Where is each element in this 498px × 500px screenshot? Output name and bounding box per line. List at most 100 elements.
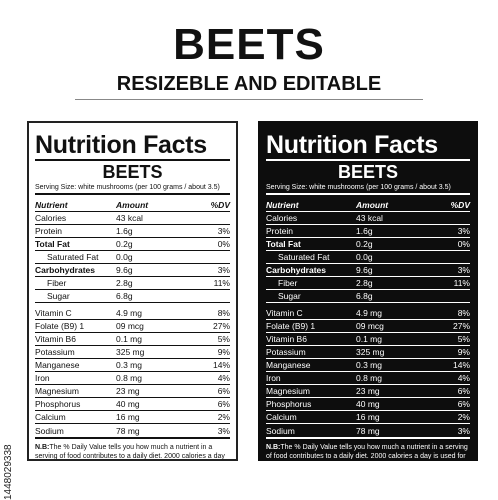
nutrient-amount: 6.8g [356, 291, 373, 301]
nutrient-table: Calories 43 kcal Protein 1.6g 3% Total Fat 0.2… [266, 212, 470, 437]
nutrient-row: Phosphorus 40 mg 6% [35, 398, 230, 411]
serving-size: Serving Size: white mushrooms (per 100 g… [35, 184, 220, 191]
header-rule [266, 211, 470, 212]
nutrient-row: Carbohydrates 9.6g 3% [35, 264, 230, 277]
nutrient-name: Calcium [35, 412, 66, 422]
column-header-nutrient: Nutrient [266, 199, 299, 210]
nutrition-label-light: Nutrition Facts BEETS Serving Size: whit… [27, 121, 238, 461]
nutrient-row: Potassium 325 mg 9% [266, 346, 470, 359]
note-text: The % Daily Value tells you how much a n… [35, 444, 225, 460]
nutrient-row: Folate (B9) 1 09 mcg 27% [35, 320, 230, 333]
nutrient-dv: 3% [217, 226, 230, 236]
nutrient-dv: 2% [217, 412, 230, 422]
nutrient-row: Iron 0.8 mg 4% [266, 372, 470, 385]
page-title: BEETS [173, 20, 325, 69]
nutrient-amount: 0.1 mg [356, 334, 382, 344]
nutrient-dv: 3% [457, 425, 470, 436]
nutrient-amount: 09 mcg [116, 321, 144, 331]
nutrient-dv: 0% [217, 239, 230, 249]
note-text: The % Daily Value tells you how much a n… [266, 444, 468, 460]
nutrient-name: Carbohydrates [266, 265, 326, 275]
label-heading: Nutrition Facts [35, 131, 207, 159]
stock-image-id: 1448029338 [3, 444, 14, 500]
nutrient-name: Folate (B9) 1 [266, 321, 316, 331]
nutrient-amount: 43 kcal [116, 213, 143, 223]
column-header-nutrient: Nutrient [35, 199, 68, 210]
nutrient-dv: 3% [217, 265, 230, 275]
nutrient-name: Magnesium [35, 386, 79, 396]
nutrient-row: Phosphorus 40 mg 6% [266, 398, 470, 411]
serving-rule [35, 193, 230, 195]
nutrient-dv: 6% [457, 399, 470, 409]
nutrient-name: Potassium [266, 347, 306, 357]
nutrient-row: Vitamin B6 0.1 mg 5% [266, 333, 470, 346]
nutrient-dv: 3% [457, 265, 470, 275]
nutrient-amount: 0.8 mg [116, 373, 142, 383]
nutrient-name: Folate (B9) 1 [35, 321, 85, 331]
nutrient-amount: 9.6g [116, 265, 133, 275]
nutrient-amount: 16 mg [356, 412, 380, 422]
nutrient-dv: 14% [212, 360, 230, 370]
nutrient-dv: 27% [452, 321, 470, 331]
nutrient-amount: 4.9 mg [116, 308, 142, 318]
nutrient-row: Total Fat 0.2g 0% [35, 238, 230, 251]
nutrient-name: Calories [35, 213, 67, 223]
column-header-dv: %DV [210, 199, 230, 210]
nutrient-row: Saturated Fat 0.0g [35, 251, 230, 264]
nutrient-dv: 27% [212, 321, 230, 331]
nutrient-dv: 14% [452, 360, 470, 370]
nutrient-amount: 78 mg [116, 425, 140, 436]
nutrient-amount: 23 mg [116, 386, 140, 396]
nutrient-amount: 09 mcg [356, 321, 384, 331]
nutrient-row: Fiber 2.8g 11% [35, 277, 230, 290]
nutrient-row: Protein 1.6g 3% [266, 225, 470, 238]
nutrient-row: Vitamin C 4.9 mg 8% [35, 307, 230, 320]
nutrient-name: Phosphorus [35, 399, 81, 409]
nutrient-name: Vitamin B6 [35, 334, 76, 344]
note-label: N.B: [35, 444, 50, 451]
nutrient-amount: 325 mg [116, 347, 145, 357]
nutrient-row: Calcium 16 mg 2% [35, 411, 230, 424]
label-heading: Nutrition Facts [266, 131, 438, 159]
nutrient-row: Total Fat 0.2g 0% [266, 238, 470, 251]
nutrient-name: Fiber [278, 278, 298, 288]
nutrient-dv: 11% [453, 278, 470, 288]
note-label: N.B: [266, 444, 281, 451]
nutrient-row: Manganese 0.3 mg 14% [35, 359, 230, 372]
nutrient-amount: 0.0g [356, 252, 373, 262]
nutrient-amount: 23 mg [356, 386, 380, 396]
nutrient-row: Potassium 325 mg 9% [35, 346, 230, 359]
nutrient-dv: 11% [213, 278, 230, 288]
nutrient-amount: 78 mg [356, 425, 380, 436]
nutrient-dv: 3% [457, 226, 470, 236]
nutrient-amount: 40 mg [356, 399, 380, 409]
nutrient-amount: 0.3 mg [356, 360, 382, 370]
daily-value-note: N.B:The % Daily Value tells you how much… [35, 444, 230, 460]
nutrient-name: Sugar [47, 291, 70, 301]
nutrient-name: Total Fat [266, 239, 301, 249]
nutrient-amount: 0.0g [116, 252, 133, 262]
nutrient-dv: 5% [217, 334, 230, 344]
nutrient-amount: 0.1 mg [116, 334, 142, 344]
serving-size: Serving Size: white mushrooms (per 100 g… [266, 184, 451, 191]
header-rule [35, 211, 230, 212]
nutrient-name: Iron [266, 373, 281, 383]
nutrient-amount: 0.8 mg [356, 373, 382, 383]
daily-value-note: N.B:The % Daily Value tells you how much… [266, 444, 470, 460]
nutrient-name: Manganese [35, 360, 80, 370]
column-header-row: Nutrient Amount %DV [35, 198, 230, 211]
nutrient-row: Protein 1.6g 3% [35, 225, 230, 238]
nutrient-name: Phosphorus [266, 399, 312, 409]
column-header-amount: Amount [116, 199, 149, 210]
nutrient-amount: 325 mg [356, 347, 385, 357]
nutrient-row: Carbohydrates 9.6g 3% [266, 264, 470, 277]
nutrient-name: Fiber [47, 278, 67, 288]
nutrient-amount: 2.8g [116, 278, 133, 288]
nutrient-row: Vitamin B6 0.1 mg 5% [35, 333, 230, 346]
nutrient-name: Total Fat [35, 239, 70, 249]
nutrient-name: Calcium [266, 412, 297, 422]
table-bottom-rule [266, 437, 470, 439]
nutrient-row: Folate (B9) 1 09 mcg 27% [266, 320, 470, 333]
column-header-dv: %DV [450, 199, 470, 210]
nutrient-dv: 8% [457, 308, 470, 318]
